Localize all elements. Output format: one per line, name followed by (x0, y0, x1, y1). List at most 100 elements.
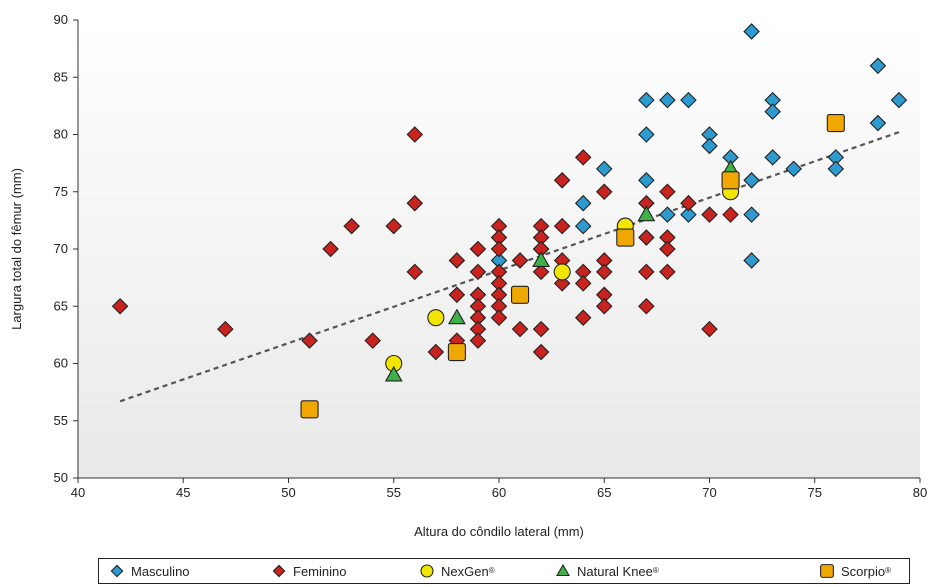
scorpio-point (300, 400, 319, 419)
legend-symbol (820, 564, 834, 578)
legend-item-feminino: Feminino (271, 559, 346, 583)
legend-marker-scorpio (820, 564, 834, 578)
feminino-point (532, 263, 550, 281)
scorpio-point (826, 114, 845, 133)
legend-item-natural-knee: Natural Knee ® (555, 559, 659, 583)
masculino-point (743, 23, 760, 40)
masculino-point (743, 172, 760, 189)
feminino-point (638, 263, 655, 281)
masculino-point (743, 252, 760, 269)
scorpio-point (447, 342, 466, 362)
feminino-point (448, 286, 466, 304)
masculino-point (890, 91, 908, 109)
feminino-point (659, 240, 676, 258)
legend-marker-natural-knee (556, 563, 570, 577)
masculino-point (638, 126, 655, 143)
legend-label: Masculino (131, 563, 190, 579)
feminino-point (553, 275, 571, 292)
feminino-point (511, 320, 529, 338)
masculino-point (764, 103, 781, 120)
feminino-point (406, 126, 424, 143)
scorpio-point (721, 171, 740, 190)
x-tick-label: 50 (281, 485, 295, 500)
feminino-point (469, 332, 487, 349)
trendline-group (119, 131, 900, 403)
masculino-point (680, 206, 697, 223)
feminino-point (680, 194, 697, 212)
feminino-point (553, 217, 571, 235)
masculino-point (574, 217, 592, 235)
natural-knee-point (384, 365, 403, 382)
legend-item-nexgen: NexGen ® (419, 559, 495, 583)
natural-knee-point (447, 308, 466, 325)
feminino-point (490, 309, 508, 326)
nexgen-point (553, 263, 571, 281)
feminino-point (427, 343, 445, 361)
legend-marker-nexgen (420, 564, 434, 578)
y-tick-label: 65 (54, 298, 68, 313)
feminino-point (406, 263, 424, 281)
data-points (111, 23, 908, 419)
trend-line (119, 131, 900, 403)
x-tick-label: 55 (387, 485, 401, 500)
x-tick-label: 65 (597, 485, 611, 500)
x-tick-label: 70 (702, 485, 716, 500)
masculino-point (869, 114, 887, 132)
x-tick-label: 80 (913, 485, 927, 500)
feminino-point (532, 320, 550, 338)
feminino-point (722, 206, 739, 223)
masculino-point (785, 160, 802, 178)
legend-symbol (110, 564, 124, 578)
feminino-point (574, 275, 592, 292)
feminino-point (595, 183, 613, 201)
masculino-point (574, 194, 592, 212)
y-tick-label: 60 (54, 356, 68, 371)
masculino-point (680, 91, 697, 109)
natural-knee-point (637, 205, 656, 222)
legend-marker-masculino (110, 564, 124, 578)
legend-label: Feminino (293, 563, 347, 579)
x-tick-label: 40 (71, 485, 85, 500)
feminino-point (574, 149, 592, 166)
scorpio-point (616, 228, 635, 247)
legend-symbol (420, 564, 434, 578)
x-axis-label: Altura do côndilo lateral (mm) (414, 524, 584, 539)
y-tick-label: 55 (54, 413, 68, 428)
y-tick-label: 80 (54, 127, 68, 142)
feminino-point (469, 263, 487, 281)
feminino-point (111, 297, 129, 315)
feminino-point (701, 206, 718, 223)
legend-item-masculino: Masculino (109, 559, 190, 583)
masculino-point (869, 57, 887, 75)
feminino-point (301, 332, 318, 349)
legend-item-scorpio: Scorpio ® (819, 559, 891, 583)
masculino-point (659, 91, 676, 109)
legend-label: Natural Knee (577, 563, 653, 579)
legend-marker-feminino (272, 564, 286, 578)
feminino-point (343, 217, 360, 235)
x-tick-label: 45 (176, 485, 190, 500)
masculino-point (827, 160, 845, 178)
legend-label: NexGen (441, 563, 489, 579)
masculino-point (595, 160, 613, 178)
feminino-point (511, 252, 529, 269)
x-tick-label: 60 (492, 485, 506, 500)
feminino-point (659, 183, 676, 201)
feminino-point (574, 309, 592, 326)
feminino-point (406, 194, 424, 212)
masculino-point (659, 206, 676, 223)
masculino-point (638, 91, 655, 109)
feminino-point (385, 217, 403, 235)
y-axis-label: Largura total do fêmur (mm) (9, 168, 24, 330)
feminino-point (532, 343, 550, 361)
feminino-point (490, 240, 508, 258)
scorpio-point (510, 285, 530, 304)
feminino-point (322, 240, 339, 258)
x-tick-label: 75 (808, 485, 822, 500)
feminino-point (595, 297, 613, 315)
y-tick-label: 75 (54, 184, 68, 199)
feminino-point (469, 240, 487, 258)
axis-ticks: 40 45 50 55 60 65 70 75 80 50 55 60 65 70 75 80 85 90 (54, 12, 928, 500)
y-tick-label: 90 (54, 12, 68, 27)
